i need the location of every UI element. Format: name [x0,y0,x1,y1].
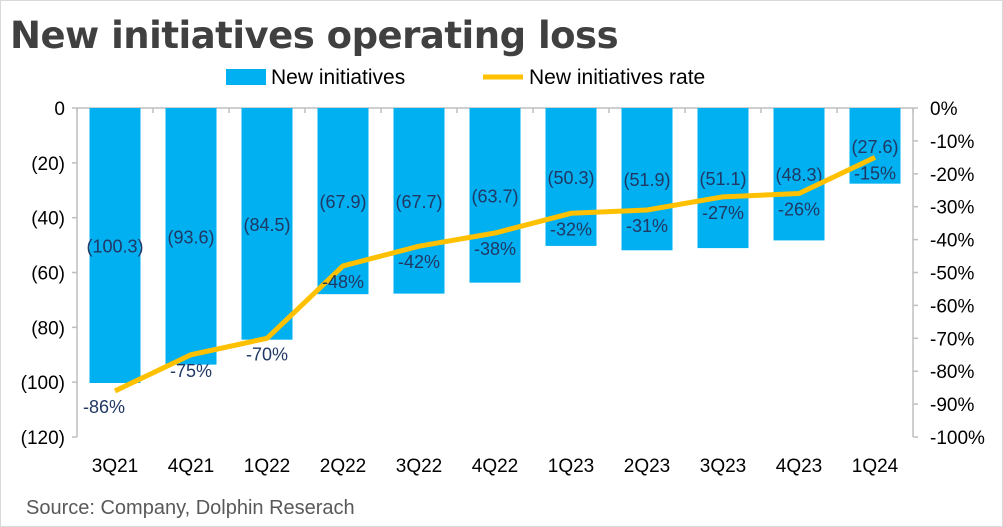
bar [773,108,825,241]
line-data-label: -48% [322,272,364,292]
x-tick-label: 2Q22 [320,456,366,477]
legend-label-line: New initiatives rate [529,66,705,89]
bar-data-label: (84.5) [243,215,290,235]
right-tick-label: -50% [930,264,974,285]
bar [621,108,673,251]
bar-data-label: (50.3) [547,168,594,188]
bar [849,108,901,184]
left-tick-label: (20) [31,154,65,175]
line-data-label: -26% [778,200,820,220]
x-tick-label: 1Q22 [244,456,290,477]
x-tick-label: 4Q23 [776,456,822,477]
right-tick-label: -30% [930,198,974,219]
left-tick-label: 0 [54,99,65,120]
line-data-label: -42% [398,252,440,272]
x-tick-label: 3Q22 [396,456,442,477]
bar [697,108,749,249]
legend-swatch-bar [226,69,266,85]
right-tick-label: -80% [930,362,974,383]
legend-label-bar: New initiatives [271,66,405,89]
x-tick-label: 3Q23 [700,456,746,477]
x-tick-label: 4Q22 [472,456,518,477]
line-data-label: -86% [83,397,125,417]
right-tick-label: -100% [930,428,985,449]
right-tick-label: -70% [930,329,974,350]
bar-data-label: (48.3) [775,165,822,185]
right-tick-label: -10% [930,132,974,153]
right-tick-label: -90% [930,395,974,416]
bar-data-label: (27.6) [851,137,898,157]
bar [393,108,445,294]
line-data-label: -31% [626,216,668,236]
line-data-label: -75% [170,361,212,381]
left-tick-label: (60) [31,264,65,285]
bar-data-label: (67.7) [395,192,442,212]
right-tick-label: 0% [930,99,958,120]
bar-data-label: (93.6) [167,227,214,247]
line-data-label: -70% [246,344,288,364]
bar [545,108,597,246]
bar-data-label: (51.1) [699,169,746,189]
bar [469,108,521,283]
line-data-label: -15% [854,163,896,183]
bar [165,108,217,365]
bar-data-label: (67.9) [319,192,366,212]
rate-line [113,155,877,394]
x-tick-label: 1Q24 [852,456,899,477]
bar-data-label: (51.9) [623,170,670,190]
source-note: Source: Company, Dolphin Reserach [26,497,355,519]
right-tick-label: -20% [930,165,974,186]
left-tick-label: (120) [21,428,65,449]
line-data-label: -38% [474,239,516,259]
left-tick-label: (80) [31,318,65,339]
x-tick-label: 2Q23 [624,456,670,477]
bar [241,108,293,340]
right-tick-label: -40% [930,231,974,252]
bar-data-label: (100.3) [86,236,143,256]
x-tick-label: 1Q23 [548,456,594,477]
left-tick-label: (100) [21,373,65,394]
bar [89,108,141,383]
chart-title: New initiatives operating loss [10,14,619,57]
x-tick-label: 3Q21 [92,456,138,477]
left-tick-label: (40) [31,209,65,230]
bar-data-label: (63.7) [471,186,518,206]
x-tick-label: 4Q21 [168,456,214,477]
right-tick-label: -60% [930,296,974,317]
line-data-label: -27% [702,203,744,223]
line-data-label: -32% [550,219,592,239]
